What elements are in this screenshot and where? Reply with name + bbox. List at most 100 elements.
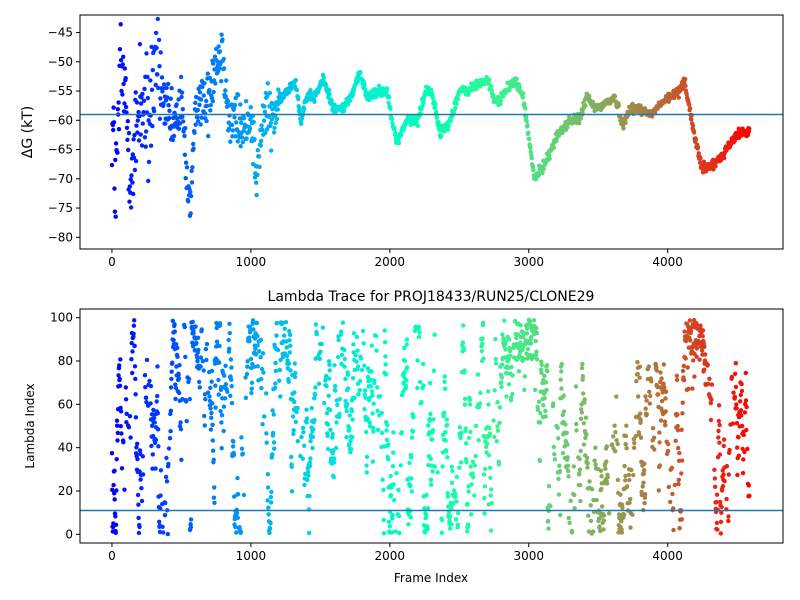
lambda-point: [112, 468, 117, 473]
lambda-point: [495, 428, 501, 433]
lambda-point: [463, 426, 468, 431]
delta-g-point: [154, 45, 159, 51]
lambda-point: [203, 397, 208, 402]
lambda-point: [254, 351, 259, 357]
lambda-point: [312, 396, 317, 401]
lambda-points: [109, 317, 752, 537]
lambda-point: [736, 435, 741, 440]
delta-g-point: [159, 75, 165, 80]
lambda-point: [383, 372, 389, 377]
lambda-point: [724, 496, 729, 502]
lambda-point: [360, 328, 366, 334]
lambda-point: [408, 515, 413, 520]
delta-g-point: [523, 106, 528, 111]
delta-g-point: [113, 141, 119, 146]
lambda-point: [560, 450, 566, 456]
lambda-point: [207, 394, 212, 399]
lambda-point: [491, 418, 496, 423]
lambda-point: [481, 320, 486, 326]
delta-g-point: [142, 86, 147, 92]
lambda-point: [499, 375, 504, 380]
lambda-point: [209, 410, 214, 416]
delta-g-y-tick-label: −60: [48, 113, 73, 127]
lambda-point: [638, 411, 643, 416]
lambda-point: [429, 482, 434, 487]
lambda-point: [288, 343, 293, 348]
lambda-point: [698, 323, 703, 328]
lambda-point: [444, 449, 449, 454]
lambda-point: [537, 420, 543, 425]
lambda-point: [142, 373, 148, 378]
lambda-point: [431, 417, 436, 422]
delta-g-y-tick-label: −45: [48, 26, 73, 40]
lambda-point: [245, 359, 250, 364]
delta-g-x-ticks: 0 1000 2000 3000 4000: [108, 249, 683, 269]
lambda-point: [197, 379, 202, 385]
lambda-point: [506, 382, 512, 387]
lambda-point: [155, 427, 161, 432]
lambda-point: [390, 512, 395, 518]
delta-g-point: [525, 123, 530, 128]
lambda-point: [668, 499, 673, 505]
lambda-point: [342, 356, 347, 362]
lambda-point: [399, 392, 405, 398]
lambda-point: [430, 428, 436, 433]
lambda-point: [507, 337, 512, 342]
lambda-point: [448, 514, 453, 519]
lambda-point: [510, 391, 515, 397]
delta-g-point: [692, 130, 697, 135]
lambda-point: [674, 373, 680, 378]
lambda-point: [273, 360, 278, 366]
lambda-point: [672, 482, 678, 488]
lambda-point: [160, 524, 165, 529]
lambda-point: [132, 318, 137, 323]
lambda-point: [187, 376, 192, 382]
lambda-point: [330, 431, 335, 437]
lambda-point: [665, 448, 671, 454]
lambda-point: [349, 408, 354, 414]
lambda-point: [743, 370, 748, 376]
lambda-point: [458, 460, 464, 465]
delta-g-point: [524, 118, 529, 124]
delta-g-point: [136, 109, 141, 115]
delta-g-point: [133, 90, 138, 95]
lambda-point: [274, 320, 280, 326]
lambda-point: [122, 487, 127, 492]
lambda-point: [271, 412, 276, 417]
lambda-point: [270, 430, 276, 436]
lambda-point: [514, 335, 519, 341]
lambda-point: [136, 502, 141, 507]
lambda-point: [591, 497, 596, 503]
lambda-point: [687, 318, 693, 323]
lambda-point: [742, 449, 747, 455]
lambda-point: [365, 416, 370, 421]
lambda-point: [386, 519, 392, 524]
lambda-point: [217, 360, 222, 365]
lambda-point: [342, 347, 347, 353]
lambda-point: [327, 362, 332, 367]
lambda-point: [293, 419, 299, 425]
delta-g-y-tick-label: −55: [48, 84, 73, 98]
delta-g-point: [238, 102, 243, 107]
lambda-point: [419, 399, 424, 405]
lambda-point: [273, 381, 278, 386]
lambda-point: [187, 396, 192, 402]
delta-g-point: [189, 180, 195, 185]
lambda-point: [458, 435, 463, 441]
lambda-point: [615, 441, 620, 447]
lambda-point: [243, 375, 248, 380]
delta-g-point: [221, 56, 226, 62]
lambda-point: [259, 385, 264, 391]
lambda-point: [332, 363, 337, 368]
lambda-point: [110, 487, 115, 492]
delta-g-point: [252, 137, 257, 142]
lambda-point: [546, 484, 552, 489]
delta-g-point: [524, 114, 529, 120]
lambda-point: [409, 489, 414, 494]
lambda-point: [432, 464, 437, 469]
delta-g-point: [213, 81, 218, 86]
lambda-point: [579, 410, 584, 415]
lambda-point: [152, 415, 157, 421]
lambda-point: [262, 414, 267, 419]
lambda-point: [115, 423, 120, 428]
